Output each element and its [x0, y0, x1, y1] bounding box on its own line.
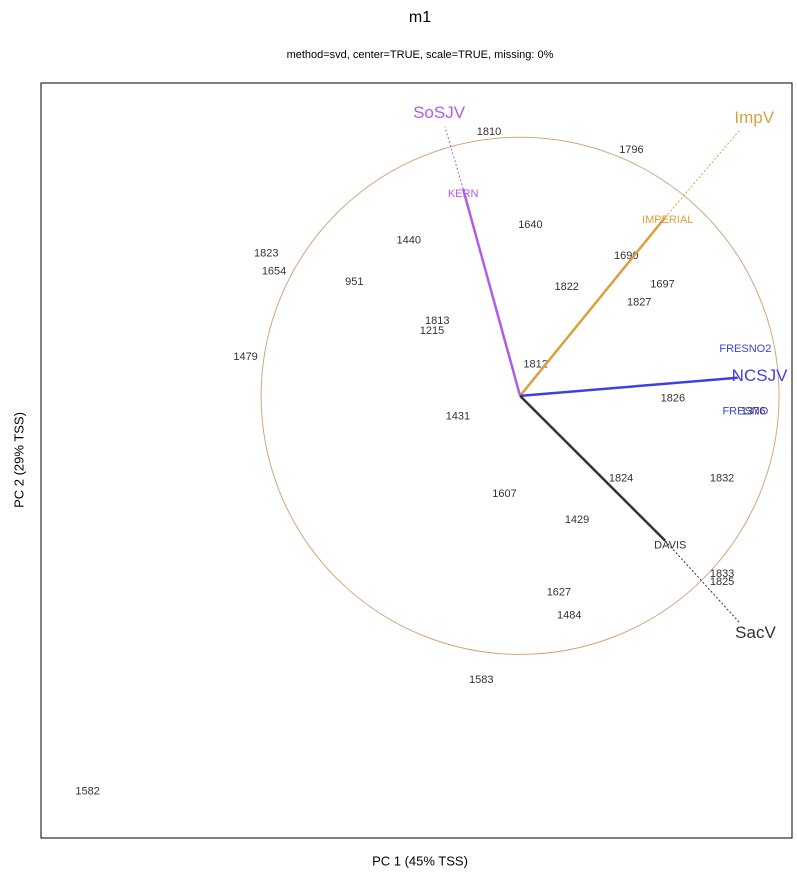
group-extension — [664, 129, 741, 218]
x-axis-label: PC 1 (45% TSS) — [372, 853, 468, 868]
genotype-label: 1826 — [661, 392, 685, 404]
genotype-label: 1376 — [741, 405, 765, 417]
environment-label: FRESNO — [722, 405, 768, 417]
genotype-label: 1654 — [262, 266, 286, 278]
genotype-label: 1640 — [518, 219, 542, 231]
group-vector — [519, 394, 666, 542]
group-extension — [444, 126, 464, 190]
genotype-label: 1823 — [254, 248, 278, 260]
genotype-label: 1813 — [425, 315, 449, 327]
genotype-label: 1825 — [710, 576, 734, 588]
genotype-label: 1697 — [650, 279, 674, 291]
group-extension — [664, 540, 741, 624]
genotype-label: 1833 — [710, 568, 734, 580]
unit-circle — [260, 136, 780, 655]
genotype-label: 1429 — [565, 514, 589, 526]
group-label: SoSJV — [413, 103, 466, 122]
group-vector — [461, 188, 522, 397]
genotype-label: 1810 — [477, 126, 501, 138]
genotype-label: 1479 — [233, 351, 257, 363]
genotype-label: 1215 — [420, 325, 444, 337]
environment-label: KERN — [448, 188, 479, 200]
genotype-label: 1822 — [554, 281, 578, 293]
chart-subtitle: method=svd, center=TRUE, scale=TRUE, mis… — [287, 49, 554, 61]
genotype-label: 1627 — [547, 586, 571, 598]
genotype-label: 1824 — [609, 473, 633, 485]
y-axis-label: PC 2 (29% TSS) — [11, 412, 26, 508]
group-vector — [519, 216, 667, 397]
chart-title: m1 — [409, 9, 431, 26]
group-vector — [519, 376, 738, 398]
group-label: NCSJV — [732, 366, 788, 385]
genotype-label: 1582 — [75, 785, 99, 797]
genotype-label: 1796 — [619, 144, 643, 156]
genotype-label: 1607 — [492, 488, 516, 500]
genotype-label: 1440 — [396, 235, 420, 247]
genotype-label: 1484 — [557, 610, 581, 622]
group-label: ImpV — [734, 108, 774, 127]
genotype-label: 1431 — [446, 410, 470, 422]
genotype-label: 951 — [345, 276, 363, 288]
environment-label: FRESNO2 — [719, 343, 771, 355]
environment-label: DAVIS — [654, 540, 686, 552]
environment-label: IMPERIAL — [642, 214, 693, 226]
genotype-label: 1827 — [627, 297, 651, 309]
genotype-label: 1583 — [469, 674, 493, 686]
group-label: SacV — [735, 623, 776, 642]
genotype-label: 1832 — [710, 473, 734, 485]
plot-frame — [40, 82, 793, 839]
